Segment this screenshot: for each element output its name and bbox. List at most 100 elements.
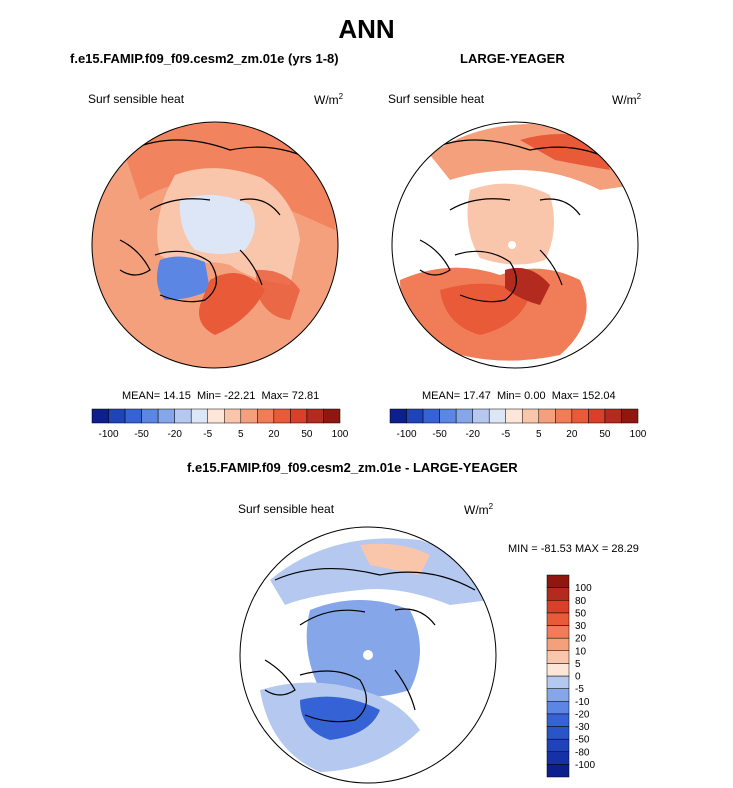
panel2-colorbar-label: -100 (397, 429, 417, 440)
panel3-colorbar-label: 80 (575, 596, 587, 607)
panel2-max: 152.04 (581, 390, 616, 402)
panel3-colorbar-box (546, 713, 570, 727)
panel1-colorbar-label: 50 (301, 429, 313, 440)
panel2-colorbar-box (389, 408, 407, 424)
panel3-colorbar-box (546, 701, 570, 715)
panel1-colorbar-box (257, 408, 275, 424)
panel3-units: W/m2 (464, 502, 494, 517)
panel1-colorbar: -100 -50 -20 -5 5 20 50 100 (91, 408, 349, 440)
panel2-colorbar-box (439, 408, 457, 424)
panel3-colorbar-label: -10 (575, 697, 590, 708)
panel3-colorbar-box (546, 663, 570, 677)
panel3-map-border (239, 526, 497, 784)
panel3-colorbar-box (546, 675, 570, 689)
panel3-coastline (264, 567, 476, 723)
panel3-stats: MIN = -81.53 MAX = 28.29 (508, 543, 639, 555)
panel1-warm-current (199, 272, 265, 335)
panel3-colorbar-label: 100 (575, 583, 592, 594)
panel2-colorbar-box (455, 408, 473, 424)
panel1-stats: MEAN= 14.15 Min= -22.21 Max= 72.81 (122, 390, 320, 402)
panel2-colorbar-label: 50 (599, 429, 611, 440)
panel3-colorbar-box (546, 612, 570, 626)
panel2-colorbar-label: -5 (501, 429, 510, 440)
panel1-map-border (91, 121, 339, 369)
panel3-colorbar-box (546, 726, 570, 740)
panel2-colorbar-box (488, 408, 506, 424)
panel2-coastline (419, 139, 621, 303)
panel2-colorbar-label: -50 (432, 429, 447, 440)
panel3-cold-current (300, 696, 380, 740)
panel1-units: W/m2 (314, 92, 344, 107)
panel1-colorbar-label: -5 (203, 429, 212, 440)
panel2-units: W/m2 (612, 92, 642, 107)
panel2-colorbar-box (538, 408, 556, 424)
panel3-min: -81.53 (540, 543, 572, 555)
panel1-colorbar-box (141, 408, 159, 424)
panel1-min: -22.21 (224, 390, 256, 402)
panel1-colorbar-box (91, 408, 109, 424)
panel2-pole-hole (508, 241, 516, 249)
panel2-colorbar-box (422, 408, 440, 424)
panel3-arctic-ocean (306, 600, 420, 698)
panel2-variable-label: Surf sensible heat (388, 92, 485, 106)
panel3-variable-label: Surf sensible heat (238, 502, 335, 516)
panel1-colorbar-label: -100 (99, 429, 119, 440)
panel3-colorbar-label: -30 (575, 722, 590, 733)
panel2-min: 0.00 (524, 390, 546, 402)
panel3-map (240, 527, 496, 783)
panel2-colorbar-label: 5 (536, 429, 542, 440)
panel1-colorbar-label: 5 (238, 429, 244, 440)
panel3-colorbar-label: 20 (575, 634, 587, 645)
panel1-colorbar-box (108, 408, 126, 424)
panel1-mean: 14.15 (163, 390, 191, 402)
panel3-colorbar-box (546, 764, 570, 778)
panel3-max: 28.29 (611, 543, 639, 555)
panel2-colorbar-box (505, 408, 523, 424)
panel2-colorbar-label: 100 (630, 429, 647, 440)
panel1-colorbar-box (306, 408, 324, 424)
panel1-colorbar-box (240, 408, 258, 424)
panel3-colorbar-label: 5 (575, 659, 581, 670)
panel2-arctic-ocean (467, 183, 554, 265)
panel1-colorbar-box (323, 408, 341, 424)
panel2-colorbar-box (406, 408, 424, 424)
panel1-coastline (119, 139, 321, 303)
panel2-colorbar-box (604, 408, 622, 424)
panel3-colorbar-label: 50 (575, 608, 587, 619)
panel1-warm-current-east (255, 269, 300, 320)
panel1-colorbar-label: -50 (134, 429, 149, 440)
panel2-colorbar-label: 20 (566, 429, 578, 440)
panel1-arctic-ocean (179, 195, 255, 254)
panel3-pole-hole (363, 650, 373, 660)
panel2-colorbar-box (621, 408, 639, 424)
panel1-colorbar-box (224, 408, 242, 424)
panel1-colorbar-box (207, 408, 225, 424)
panel1-colorbar-box (174, 408, 192, 424)
panel2-colorbar-box (522, 408, 540, 424)
panel3-colorbar-label: -100 (575, 760, 595, 771)
panel2-colorbar-label: -20 (465, 429, 480, 440)
panel3-colorbar-label: 10 (575, 646, 587, 657)
panel3-colorbar-box (546, 637, 570, 651)
panel3-colorbar-box (546, 751, 570, 765)
panel3-colorbar-box (546, 574, 570, 588)
panel3-colorbar-box (546, 600, 570, 614)
panel1-colorbar-box (157, 408, 175, 424)
panel2-map-border (391, 121, 639, 369)
panel3-colorbar-box (546, 625, 570, 639)
panel3-colorbar-box (546, 688, 570, 702)
panel1-colorbar-label: -20 (167, 429, 182, 440)
panel2-map (392, 122, 638, 368)
panel1-colorbar-box (190, 408, 208, 424)
panel3-colorbar-box (546, 587, 570, 601)
panel3-colorbar-label: 0 (575, 672, 581, 683)
panel2-stats: MEAN= 17.47 Min= 0.00 Max= 152.04 (422, 390, 616, 402)
main-title: ANN (338, 14, 395, 44)
panel1-cold-sea (156, 256, 210, 300)
panel2-title: LARGE-YEAGER (460, 51, 565, 66)
panel2-colorbar-box (472, 408, 490, 424)
panel3-colorbar-label: -80 (575, 747, 590, 758)
panel3-north-pacific (270, 538, 490, 605)
